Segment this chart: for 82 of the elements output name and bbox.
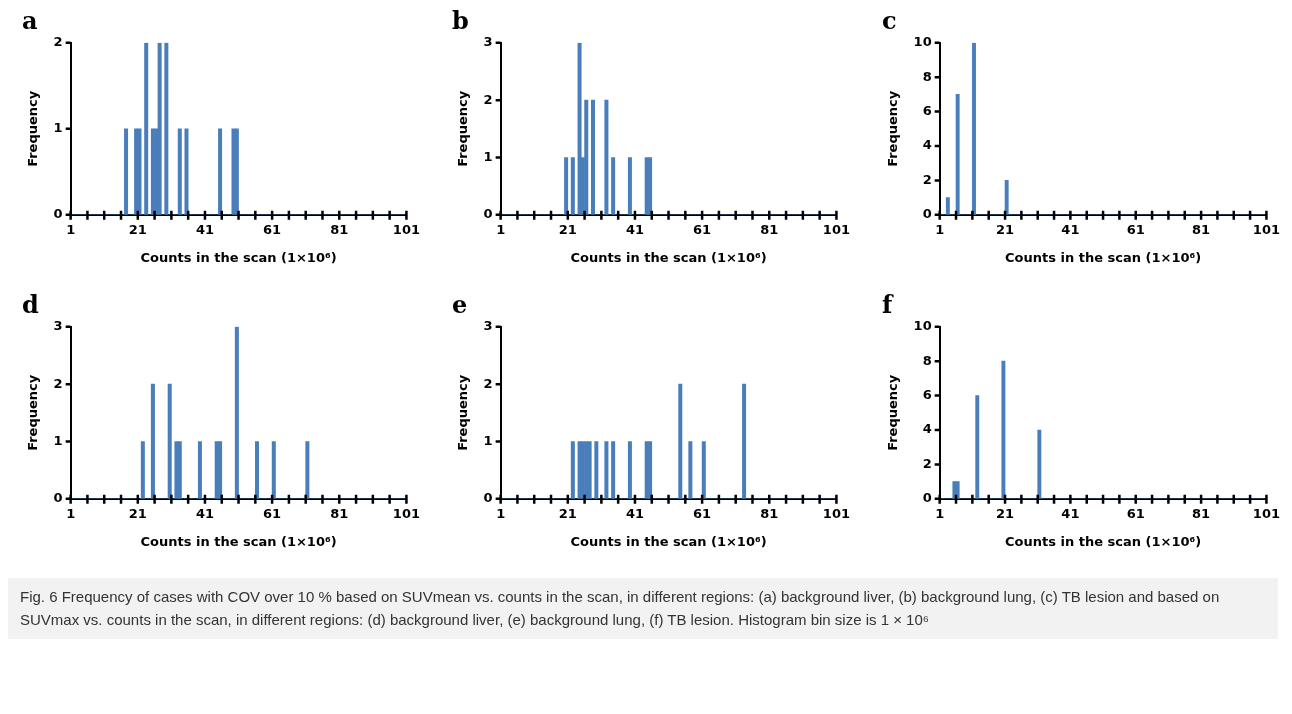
y-tick-label: 3	[53, 318, 63, 334]
x-tick-label: 101	[822, 505, 850, 521]
x-tick-label: 1	[496, 221, 506, 237]
x-tick-label: 21	[128, 221, 147, 237]
x-tick-label: 41	[195, 505, 215, 521]
y-axis-title: Frequency	[25, 374, 41, 451]
x-tick-label: 101	[392, 221, 420, 237]
caption: Fig. 6 Frequency of cases with COV over 10 % based on SUVmean vs. counts in the scan, in different regions: (a) background liver, (b) background lung, (c) TB lesion and based on SUVmax vs. counts in the scan, in different regions: (d) background liver, (e) background lung, (f) TB lesion. Histogram bin size is 1 × 10⁶	[20, 587, 1221, 630]
y-tick-label: 6	[922, 102, 932, 118]
x-tick-label: 81	[760, 221, 779, 237]
y-tick-label: 0	[53, 490, 63, 506]
y-tick-label: 2	[53, 375, 63, 391]
y-axis-title: Frequency	[455, 374, 471, 451]
x-axis-title: Counts in the scan (1×10⁶)	[140, 249, 337, 265]
y-tick-label: 2	[922, 171, 932, 187]
x-tick-label: 81	[330, 505, 349, 521]
x-tick-label: 1	[935, 505, 945, 521]
x-tick-label: 101	[822, 221, 850, 237]
chart-title: e	[452, 289, 468, 319]
x-tick-label: 41	[1061, 221, 1080, 237]
x-tick-label: 1	[66, 221, 76, 237]
y-tick-label: 0	[922, 206, 932, 222]
x-tick-label: 61	[263, 221, 282, 237]
x-axis-title: Counts in the scan (1×10⁶)	[570, 533, 767, 549]
x-tick-label: 41	[1061, 505, 1080, 521]
x-tick-label: 81	[1192, 221, 1211, 237]
x-tick-label: 21	[558, 505, 577, 521]
chart-title: d	[22, 289, 39, 319]
x-tick-label: 1	[66, 505, 76, 521]
y-tick-label: 10	[913, 34, 932, 50]
y-tick-label: 2	[483, 91, 493, 107]
y-tick-label: 8	[922, 68, 932, 84]
y-tick-label: 3	[483, 34, 493, 50]
x-tick-label: 21	[995, 221, 1015, 237]
y-axis-title: Frequency	[455, 90, 471, 167]
y-tick-label: 4	[922, 137, 932, 153]
x-tick-label: 21	[128, 505, 147, 521]
y-tick-label: 0	[922, 490, 932, 506]
x-tick-label: 81	[760, 505, 779, 521]
x-tick-label: 61	[1126, 505, 1145, 521]
chart-title: c	[882, 5, 897, 35]
x-axis-title: Counts in the scan (1×10⁶)	[140, 533, 337, 549]
chart-title: f	[882, 289, 894, 319]
x-tick-label: 21	[995, 505, 1015, 521]
x-axis-title: Counts in the scan (1×10⁶)	[570, 249, 767, 265]
y-tick-label: 3	[483, 318, 493, 334]
y-axis-title: Frequency	[885, 374, 901, 451]
y-tick-label: 1	[53, 120, 63, 136]
x-tick-label: 41	[625, 505, 645, 521]
chart-title: b	[452, 5, 469, 35]
x-tick-label: 1	[935, 221, 945, 237]
x-tick-label: 81	[330, 221, 349, 237]
x-tick-label: 101	[392, 505, 420, 521]
x-tick-label: 41	[195, 221, 215, 237]
chart-title: a	[22, 5, 38, 35]
y-tick-label: 0	[53, 206, 63, 222]
y-tick-label: 8	[922, 352, 932, 368]
y-tick-label: 6	[922, 386, 932, 402]
y-tick-label: 10	[913, 318, 932, 334]
x-axis-title: Counts in the scan (1×10⁶)	[1005, 249, 1202, 265]
x-tick-label: 41	[625, 221, 645, 237]
x-tick-label: 1	[496, 505, 506, 521]
x-tick-label: 81	[1192, 505, 1211, 521]
x-tick-label: 61	[263, 505, 282, 521]
y-tick-label: 0	[483, 490, 493, 506]
y-tick-label: 2	[53, 34, 63, 50]
y-tick-label: 1	[483, 148, 493, 164]
y-tick-label: 2	[483, 375, 493, 391]
x-tick-label: 61	[693, 221, 712, 237]
x-tick-label: 101	[1252, 505, 1280, 521]
y-tick-label: 2	[922, 455, 932, 471]
y-tick-label: 1	[483, 432, 493, 448]
x-tick-label: 61	[1126, 221, 1145, 237]
x-tick-label: 61	[693, 505, 712, 521]
y-axis-title: Frequency	[885, 90, 901, 167]
y-axis-title: Frequency	[25, 90, 41, 167]
y-tick-label: 0	[483, 206, 493, 222]
x-tick-label: 21	[558, 221, 577, 237]
x-tick-label: 101	[1252, 221, 1280, 237]
x-axis-title: Counts in the scan (1×10⁶)	[1005, 533, 1202, 549]
y-tick-label: 1	[53, 432, 63, 448]
y-tick-label: 4	[922, 421, 932, 437]
